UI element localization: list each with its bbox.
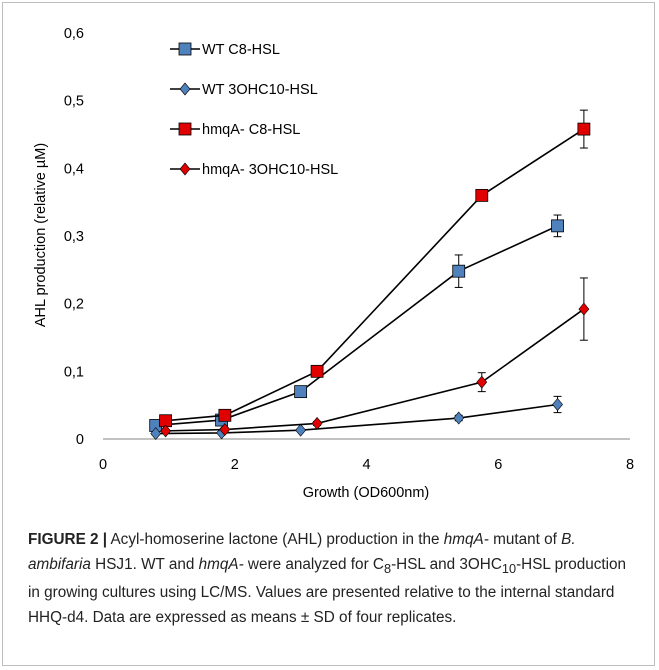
x-axis-label: Growth (OD600nm) — [303, 485, 430, 501]
caption-text: -HSL and 3OHC — [391, 555, 502, 573]
data-point-diamond — [219, 423, 231, 436]
legend-item: WT 3OHC10-HSL — [170, 82, 318, 98]
chart: 0 2 4 6 8 0 0,1 0,2 0,3 0,4 0,5 0,6 WT C8-HSL WT 3OH… — [33, 26, 634, 501]
legend-label: WT C8-HSL — [202, 42, 280, 58]
legend-label: WT 3OHC10-HSL — [202, 82, 318, 98]
axes: 0 2 4 6 8 0 0,1 0,2 0,3 0,4 0,5 0,6 — [64, 26, 634, 473]
caption-text: -HSL production in growing cultures usin… — [28, 555, 627, 626]
data-point-square — [218, 408, 232, 422]
y-tick-label: 0 — [76, 432, 84, 448]
legend: WT C8-HSL WT 3OHC10-HSL hmqA- C8-HSL hmqA- … — [170, 42, 338, 178]
caption-text: mutant of — [488, 531, 562, 548]
data-point-diamond — [453, 411, 465, 425]
caption-text: Acyl-homoserine lactone (AHL) production… — [107, 531, 444, 548]
x-tick-label: 0 — [99, 457, 107, 473]
caption-text: were analyzed for C — [243, 555, 384, 573]
legend-marker-square — [178, 122, 192, 136]
data-point-square — [310, 364, 324, 378]
data-point-diamond — [150, 427, 162, 441]
data-point-square — [475, 188, 489, 202]
caption-italic: hmqA- — [443, 531, 489, 548]
caption-subscript: 10 — [501, 560, 517, 576]
series-0 — [149, 214, 564, 432]
data-point-square — [577, 122, 591, 136]
data-point-diamond — [578, 302, 590, 316]
y-tick-label: 0,6 — [64, 26, 84, 42]
y-tick-label: 0,4 — [64, 161, 84, 177]
data-point-diamond — [552, 398, 563, 411]
caption-italic: B. ambifaria — [28, 531, 576, 573]
series-1 — [150, 395, 563, 441]
series-3 — [160, 277, 590, 438]
y-axis-label: AHL production (relative µM) — [33, 143, 49, 327]
data-point-diamond — [295, 423, 307, 437]
caption-subscript: 8 — [383, 560, 392, 576]
data-point-diamond — [160, 424, 171, 438]
series-line — [155, 225, 558, 427]
x-tick-label: 6 — [494, 457, 502, 473]
y-tick-label: 0,5 — [64, 94, 84, 110]
legend-marker-square — [178, 42, 192, 56]
series-2 — [159, 109, 591, 428]
data-point-diamond — [311, 416, 323, 430]
legend-item: WT C8-HSL — [170, 42, 280, 58]
y-tick-label: 0,1 — [64, 364, 84, 380]
y-tick-label: 0,2 — [64, 297, 84, 313]
caption-italic: hmqA- — [198, 555, 244, 573]
legend-marker-diamond — [179, 82, 191, 96]
data-point-diamond — [476, 375, 488, 389]
x-tick-label: 4 — [362, 457, 370, 473]
data-point-square — [452, 264, 466, 278]
data-point-square — [551, 219, 564, 233]
legend-label: hmqA- 3OHC10-HSL — [202, 162, 338, 178]
legend-item: hmqA- C8-HSL — [170, 122, 300, 138]
legend-marker-diamond — [179, 162, 191, 176]
x-tick-label: 2 — [231, 457, 239, 473]
caption-text: HSJ1. WT and — [90, 555, 199, 573]
series-layer — [149, 109, 591, 441]
x-tick-label: 8 — [626, 457, 634, 473]
y-tick-label: 0,3 — [64, 229, 84, 245]
legend-item: hmqA- 3OHC10-HSL — [170, 162, 338, 178]
data-point-square — [294, 385, 308, 399]
legend-label: hmqA- C8-HSL — [202, 122, 300, 138]
figure-caption: FIGURE 2 | Acyl-homoserine lactone (AHL)… — [28, 528, 636, 630]
caption-label: FIGURE 2 | — [28, 531, 108, 548]
